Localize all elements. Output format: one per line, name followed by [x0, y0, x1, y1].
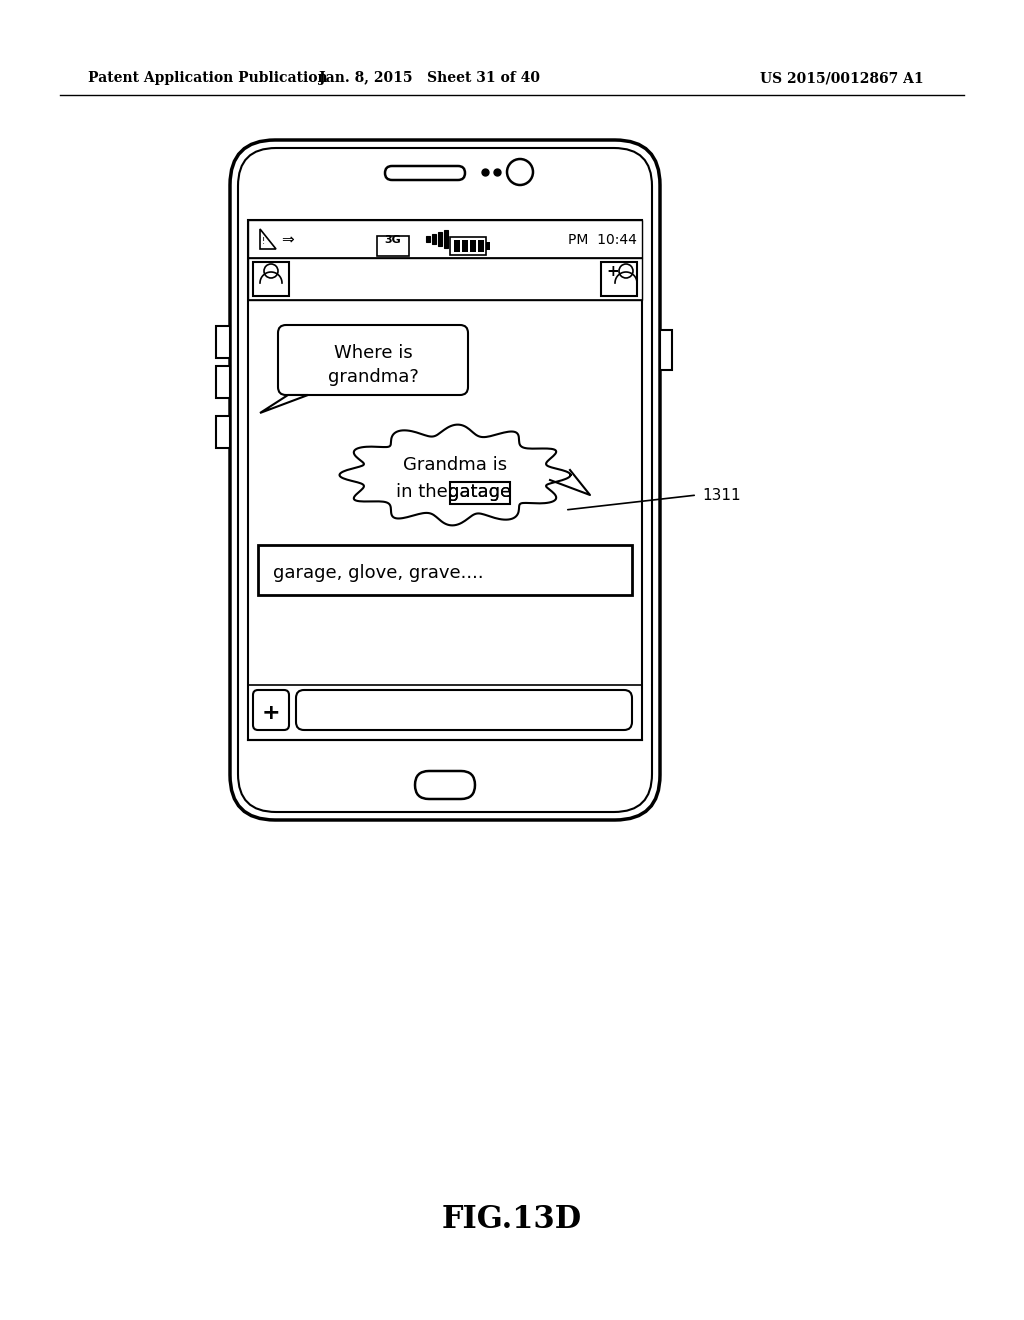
Text: FIG.13D: FIG.13D — [442, 1204, 582, 1236]
Circle shape — [618, 264, 633, 279]
Text: ⇒: ⇒ — [282, 232, 294, 248]
Polygon shape — [260, 228, 276, 249]
FancyBboxPatch shape — [385, 166, 465, 180]
Bar — [248, 257, 642, 300]
Bar — [462, 240, 468, 252]
FancyBboxPatch shape — [278, 325, 468, 395]
Bar — [450, 238, 486, 255]
Text: 1311: 1311 — [702, 487, 740, 503]
Bar — [432, 234, 436, 244]
Polygon shape — [260, 395, 308, 413]
Text: !: ! — [261, 236, 264, 246]
Text: +: + — [262, 704, 281, 723]
Bar — [601, 261, 637, 296]
FancyBboxPatch shape — [253, 690, 289, 730]
Bar — [216, 326, 230, 358]
Bar — [248, 220, 642, 257]
Bar — [660, 330, 672, 370]
Bar — [470, 240, 476, 252]
Text: Where is: Where is — [334, 345, 413, 362]
Bar — [216, 416, 230, 447]
Bar — [258, 545, 632, 595]
Text: 3G: 3G — [385, 235, 401, 246]
Bar — [216, 366, 230, 399]
Bar — [486, 242, 490, 249]
Circle shape — [507, 158, 534, 185]
Text: Patent Application Publication: Patent Application Publication — [88, 71, 328, 84]
Text: in the: in the — [396, 483, 454, 502]
Bar — [426, 236, 430, 242]
Bar — [248, 220, 642, 741]
Text: Jan. 8, 2015   Sheet 31 of 40: Jan. 8, 2015 Sheet 31 of 40 — [319, 71, 541, 84]
Text: garage, glove, grave....: garage, glove, grave.... — [273, 564, 483, 582]
Text: Grandma is: Grandma is — [402, 455, 507, 474]
Text: +: + — [606, 264, 620, 279]
Bar — [377, 236, 409, 256]
Bar — [444, 230, 449, 248]
Text: gatage: gatage — [449, 483, 512, 502]
FancyBboxPatch shape — [230, 140, 660, 820]
Bar — [438, 232, 442, 246]
Text: US 2015/0012867 A1: US 2015/0012867 A1 — [760, 71, 924, 84]
FancyBboxPatch shape — [415, 771, 475, 799]
Circle shape — [264, 264, 278, 279]
FancyBboxPatch shape — [296, 690, 632, 730]
Bar — [478, 240, 484, 252]
Bar — [454, 240, 460, 252]
Bar — [450, 482, 510, 504]
Text: PM  10:44: PM 10:44 — [568, 234, 637, 247]
Text: gatage: gatage — [449, 483, 512, 502]
Text: grandma?: grandma? — [328, 368, 419, 385]
Bar — [253, 261, 289, 296]
FancyBboxPatch shape — [238, 148, 652, 812]
